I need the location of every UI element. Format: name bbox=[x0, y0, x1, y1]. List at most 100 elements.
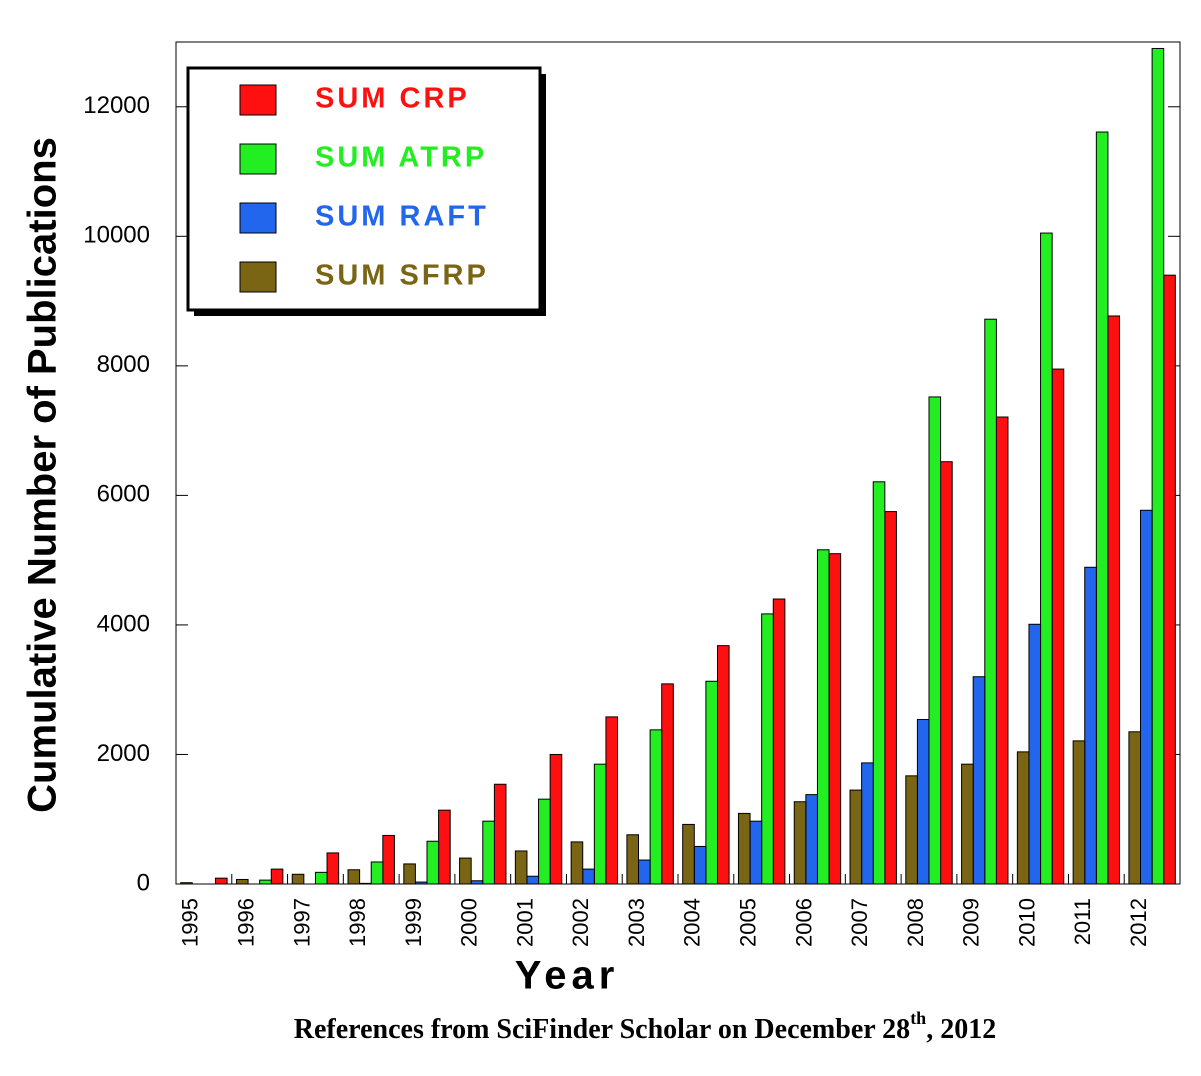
bar bbox=[995, 416, 1009, 885]
x-tick-label: 1998 bbox=[345, 898, 370, 947]
bar bbox=[514, 850, 528, 885]
legend-label: SUM ATRP bbox=[315, 142, 487, 174]
x-tick-label: 2009 bbox=[959, 898, 984, 947]
bar bbox=[438, 809, 451, 885]
y-tick-label: 2000 bbox=[97, 740, 150, 767]
bar bbox=[940, 461, 953, 885]
bar bbox=[235, 878, 249, 885]
bar bbox=[884, 511, 897, 885]
bar bbox=[1128, 731, 1142, 885]
bar bbox=[916, 718, 930, 885]
bar bbox=[593, 763, 607, 885]
bar bbox=[984, 318, 997, 885]
bar bbox=[582, 868, 595, 885]
bar bbox=[347, 869, 361, 885]
legend-label: SUM RAFT bbox=[315, 201, 489, 233]
bar bbox=[570, 841, 584, 885]
bar bbox=[1151, 47, 1165, 885]
bar bbox=[649, 729, 663, 885]
bar bbox=[1051, 368, 1065, 885]
bar bbox=[1084, 566, 1097, 885]
x-tick-label: 2001 bbox=[512, 898, 537, 947]
x-tick-label: 1995 bbox=[178, 898, 203, 947]
bar bbox=[828, 553, 842, 885]
bar bbox=[370, 861, 384, 885]
bar bbox=[626, 834, 640, 885]
bar bbox=[805, 794, 818, 885]
bar bbox=[403, 863, 416, 885]
legend-swatch bbox=[239, 261, 277, 293]
x-tick-label: 1996 bbox=[233, 898, 258, 947]
bar bbox=[1072, 740, 1086, 885]
x-tick-label: 2007 bbox=[847, 898, 872, 947]
bar bbox=[749, 820, 763, 885]
bar bbox=[1107, 315, 1121, 885]
bar bbox=[605, 716, 619, 885]
x-tick-label: 2004 bbox=[680, 898, 705, 947]
bar bbox=[180, 882, 193, 885]
bar bbox=[638, 859, 651, 885]
bar bbox=[259, 879, 272, 885]
bar bbox=[1140, 509, 1153, 885]
bar bbox=[682, 823, 695, 885]
bar bbox=[314, 871, 328, 885]
x-tick-label: 2002 bbox=[568, 898, 593, 947]
bar bbox=[1040, 232, 1053, 885]
bar bbox=[761, 613, 774, 885]
footnote-text: References from SciFinder Scholar on Dec… bbox=[294, 1014, 910, 1045]
bar bbox=[470, 880, 484, 885]
bar bbox=[459, 857, 472, 885]
x-tick-label: 2005 bbox=[735, 898, 760, 947]
x-tick-label: 2010 bbox=[1014, 898, 1039, 947]
footnote: References from SciFinder Scholar on Dec… bbox=[294, 1008, 996, 1045]
y-tick-label: 12000 bbox=[83, 92, 150, 119]
x-tick-label: 2011 bbox=[1070, 898, 1095, 945]
bar bbox=[928, 396, 942, 885]
x-tick-label: 2008 bbox=[903, 898, 928, 947]
y-tick-label: 8000 bbox=[97, 351, 150, 378]
x-axis-title: Year bbox=[515, 954, 620, 998]
footnote-rest: , 2012 bbox=[926, 1014, 996, 1045]
bar bbox=[549, 753, 563, 885]
x-tick-label: 1999 bbox=[401, 898, 426, 947]
bar bbox=[661, 683, 674, 885]
bar bbox=[359, 882, 372, 885]
y-tick-label: 4000 bbox=[97, 610, 150, 637]
bar bbox=[816, 549, 830, 885]
bar bbox=[538, 798, 551, 885]
bar bbox=[705, 680, 718, 885]
bar bbox=[961, 763, 974, 885]
y-tick-label: 6000 bbox=[97, 481, 150, 508]
bar bbox=[414, 881, 428, 885]
bar bbox=[1016, 751, 1030, 885]
bar bbox=[493, 783, 507, 885]
bar bbox=[716, 645, 730, 885]
bar bbox=[793, 801, 807, 885]
bar bbox=[693, 845, 707, 885]
y-axis-title: Cumulative Number of Publications bbox=[21, 137, 65, 813]
bar bbox=[861, 762, 874, 885]
y-tick-label: 0 bbox=[137, 869, 150, 896]
x-tick-label: 1997 bbox=[289, 898, 314, 947]
bar bbox=[214, 877, 228, 885]
legend-swatch bbox=[239, 84, 277, 116]
bar bbox=[772, 598, 786, 885]
bar bbox=[737, 812, 751, 885]
legend-label: SUM SFRP bbox=[315, 260, 489, 292]
bar bbox=[291, 873, 305, 885]
bar bbox=[1163, 274, 1176, 885]
x-tick-label: 2006 bbox=[791, 898, 816, 947]
bar bbox=[849, 789, 863, 885]
bar bbox=[426, 840, 440, 885]
footnote-sup: th bbox=[910, 1008, 926, 1028]
bar bbox=[1028, 623, 1042, 885]
bar bbox=[872, 481, 886, 885]
legend-swatch bbox=[239, 143, 277, 175]
y-tick-label: 10000 bbox=[83, 222, 150, 249]
x-tick-label: 2003 bbox=[624, 898, 649, 947]
bar bbox=[326, 852, 340, 885]
x-tick-label: 2000 bbox=[457, 898, 482, 947]
bar bbox=[482, 820, 495, 885]
bar bbox=[1095, 131, 1109, 885]
